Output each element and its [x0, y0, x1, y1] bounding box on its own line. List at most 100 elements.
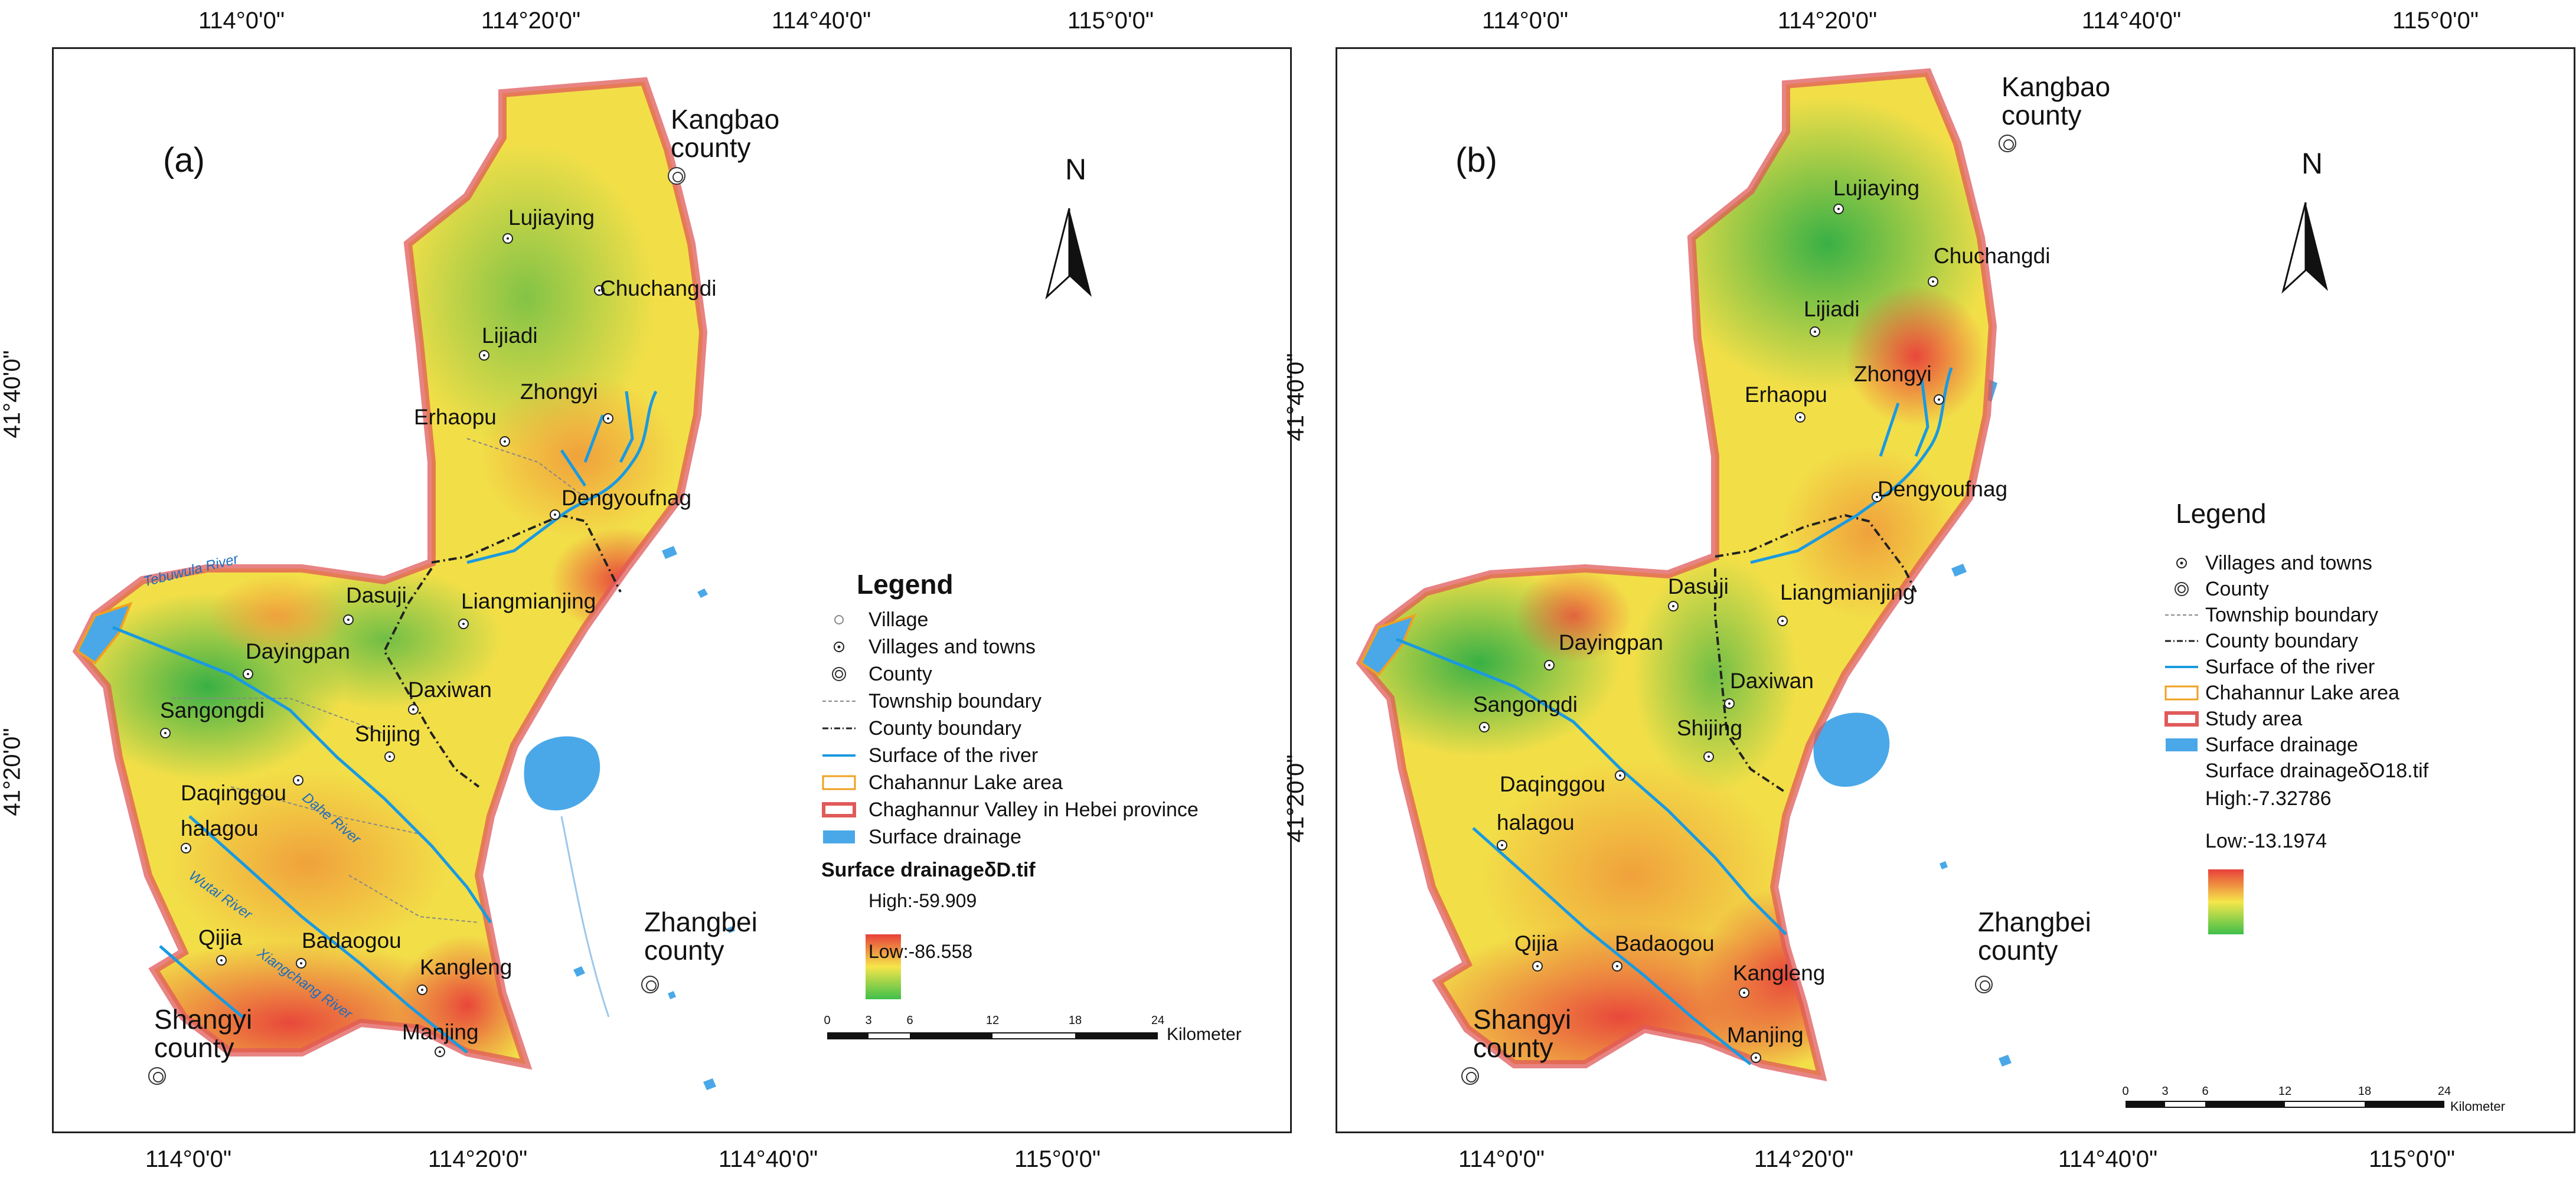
town-symbol	[1724, 698, 1735, 709]
drainage-icon	[2164, 736, 2199, 754]
lat-label-left: 41°20'0"	[0, 728, 25, 816]
town-symbol	[594, 285, 605, 296]
raster-low: Low:-13.1974	[2205, 830, 2327, 852]
place-erhaopu: Erhaopu	[1745, 382, 1827, 407]
legend-a: Legend Village Villages and towns County…	[821, 568, 1282, 970]
legend-item: Surface of the river	[821, 742, 1282, 769]
legend-item: Study area	[2164, 705, 2565, 731]
legend-item: Township boundary	[821, 688, 1282, 715]
legend-title: Legend	[857, 569, 954, 600]
place-liangmianjing: Liangmianjing	[461, 589, 596, 613]
legend-item: Chahannur Lake area	[2164, 679, 2565, 705]
legend-ramp-b	[2208, 869, 2244, 934]
legend-item: Surface drainage	[2164, 731, 2565, 757]
county-boundary-icon	[2164, 632, 2199, 650]
map-panel-b: 114°0'0" 114°20'0" 114°40'0" 115°0'0" 11…	[1283, 8, 2575, 1172]
study-boundary	[1356, 68, 1997, 1082]
place-badaogou: Badaogou	[1615, 931, 1715, 956]
north-arrow	[1045, 208, 1092, 300]
county-symbol	[1461, 1067, 1479, 1085]
village-icon	[821, 611, 857, 629]
township-boundary	[172, 438, 586, 923]
county-symbol	[1999, 135, 2016, 152]
lon-label-top: 114°40'0"	[771, 8, 871, 34]
place-shangyi: Shangyi county	[1473, 1004, 1572, 1064]
legend-ramp-a	[866, 934, 901, 999]
place-dengyoufnag: Dengyoufnag	[1878, 477, 2008, 501]
legend-item: Surface drainage	[821, 823, 1282, 851]
lon-label-bottom: 114°0'0"	[1458, 1146, 1545, 1172]
county-boundary	[1714, 513, 1917, 794]
town-symbol	[216, 955, 227, 966]
raster-title: Surface drainageδO18.tif	[2205, 760, 2429, 782]
place-zhongyi: Zhongyi	[1854, 362, 1932, 386]
place-liangmianjing: Liangmianjing	[1780, 580, 1915, 604]
place-dasuji: Dasuji	[346, 583, 407, 607]
town-symbol	[1751, 1052, 1761, 1063]
legend-item: Surface of the river	[2164, 653, 2565, 679]
lake-icon	[821, 774, 857, 791]
place-sangongdi: Sangongdi	[1473, 692, 1578, 717]
town-symbol	[1612, 961, 1622, 972]
legend-item: Villages and towns	[2164, 550, 2565, 575]
place-daqinggou: Daqinggou	[1500, 772, 1605, 796]
place-daqinggou: Daqinggou	[181, 781, 286, 805]
study-boundary	[72, 77, 708, 1070]
town-symbol	[1934, 394, 1944, 405]
town-symbol	[1479, 722, 1490, 732]
place-chuchangdi: Chuchangdi	[600, 276, 717, 300]
town-symbol	[435, 1046, 445, 1057]
place-dayingpan: Dayingpan	[246, 639, 350, 663]
county-symbol	[148, 1067, 166, 1085]
town-symbol	[408, 704, 419, 715]
town-symbol	[384, 751, 395, 762]
place-halagou: halagou	[1497, 810, 1575, 835]
scale-bar: 0 3 6 12 18 24 Kilometer	[2122, 1085, 2505, 1114]
study-area-icon	[2164, 710, 2199, 728]
town-symbol	[1497, 840, 1507, 851]
place-shijing: Shijing	[355, 722, 421, 746]
lake-icon	[2164, 684, 2199, 702]
town-symbol	[1872, 492, 1882, 502]
surface-drainage	[1813, 380, 2012, 1067]
county-symbol	[668, 167, 685, 185]
river-icon	[821, 747, 857, 764]
raster-low: Low:-86.558	[869, 941, 973, 962]
raster-high: High:-7.32786	[2205, 787, 2332, 810]
town-symbol	[293, 775, 303, 786]
town-symbol	[1810, 326, 1820, 337]
town-symbol	[502, 233, 513, 244]
town-symbol	[1739, 987, 1749, 998]
lat-label-left: 41°40'0"	[0, 350, 25, 439]
county-symbol	[641, 976, 659, 993]
legend-item: County	[2164, 575, 2565, 601]
lon-label-top: 114°20'0"	[1777, 8, 1878, 34]
town-symbol	[181, 843, 191, 853]
lat-label-left: 41°40'0"	[1282, 353, 1309, 441]
lon-label-bottom: 114°40'0"	[718, 1146, 818, 1172]
place-kangleng: Kangleng	[420, 955, 512, 979]
panel-tag: (b)	[1455, 141, 1497, 179]
town-symbol	[243, 669, 253, 679]
town-symbol	[1795, 412, 1806, 423]
rivers	[112, 390, 658, 1054]
town-symbol	[458, 619, 469, 629]
town-symbol	[499, 436, 510, 447]
legend-item: Chaghannur Valley in Hebei province	[821, 796, 1282, 823]
county-symbol	[1975, 976, 1993, 993]
town-symbol	[160, 728, 171, 738]
legend-item: Township boundary	[2164, 601, 2565, 627]
county-icon	[2164, 580, 2199, 598]
town-symbol	[603, 413, 613, 424]
drainage-icon	[821, 828, 857, 846]
legend-title: Legend	[2176, 498, 2267, 529]
town-symbol	[1668, 601, 1679, 611]
raster-high: High:-59.909	[869, 890, 977, 911]
lon-label-top: 114°0'0"	[1481, 8, 1569, 34]
delta-o18-map	[1356, 68, 2328, 1082]
place-manjing: Manjing	[402, 1020, 479, 1044]
place-dayingpan: Dayingpan	[1559, 630, 1663, 655]
north-label: N	[1065, 153, 1087, 186]
place-halagou: halagou	[181, 816, 259, 840]
place-daxiwan: Daxiwan	[1730, 669, 1814, 693]
